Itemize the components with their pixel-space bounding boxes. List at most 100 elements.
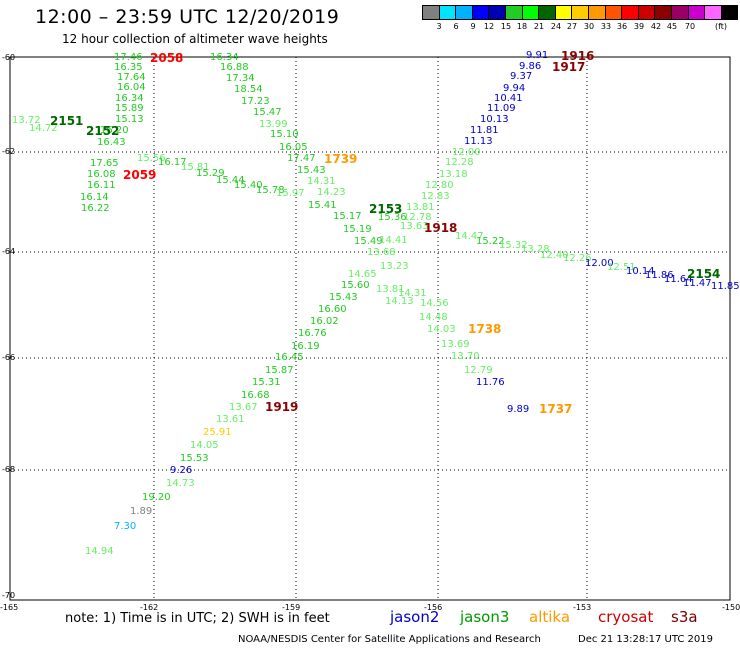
scale-label: 42 [650,22,662,31]
wave-height-value: 14.31 [307,176,336,187]
pass-time-label: 1916 [561,49,595,63]
pass-time-label: 2058 [150,51,184,65]
wave-height-value: 14.05 [190,440,219,451]
wave-height-value: 15.43 [329,292,358,303]
wave-height-value: 13.63 [400,221,429,232]
longitude-label: -150 [722,603,740,612]
wave-height-value: 15.22 [476,236,505,247]
wave-height-value: 15.81 [181,162,210,173]
scale-label: 3 [436,22,442,31]
wave-height-value: 7.30 [114,521,137,532]
scale-swatch [505,5,523,20]
wave-height-value: 1.89 [130,506,153,517]
scale-label: 24 [550,22,562,31]
latitude-label: -60 [2,53,16,62]
wave-height-value: 16.45 [275,352,304,363]
wave-height-value: 15.43 [297,165,326,176]
wave-height-value: 13.72 [12,115,41,126]
wave-height-value: 15.36 [378,212,407,223]
wave-height-value: 16.17 [158,157,187,168]
wave-height-value: 11.85 [711,281,740,292]
wave-height-value: 12.28 [445,157,474,168]
wave-height-value: 13.70 [451,351,480,362]
wave-height-value: 15.47 [253,107,282,118]
wave-height-value: 15.19 [343,224,372,235]
pass-time-label: 2154 [687,267,721,281]
longitude-label: -153 [573,603,592,612]
wave-height-value: 12.40 [540,250,569,261]
wave-height-value: 13.68 [367,247,396,258]
wave-height-value: 15.41 [308,200,337,211]
page-subtitle: 12 hour collection of altimeter wave hei… [62,32,328,46]
wave-height-value: 16.68 [241,390,270,401]
scale-swatch [422,5,440,20]
pass-time-label: 2151 [50,114,84,128]
footer-timestamp: Dec 21 13:28:17 UTC 2019 [578,634,713,645]
pass-time-label: 1737 [539,402,573,416]
wave-height-value: 15.97 [276,188,305,199]
wave-height-value: 13.23 [380,261,409,272]
wave-height-value: 15.31 [252,377,281,388]
wave-height-value: 15.49 [354,236,383,247]
wave-height-value: 12.83 [421,191,450,202]
scale-swatch [621,5,639,20]
wave-height-value: 11.13 [464,136,493,147]
wave-height-value: 16.34 [115,93,144,104]
longitude-label: -159 [282,603,301,612]
scale-label: 12 [483,22,495,31]
wave-height-value: 16.88 [220,62,249,73]
scale-swatch [637,5,656,20]
longitude-label: -165 [0,603,19,612]
scale-swatch [471,5,490,20]
wave-height-value: 9.37 [510,71,533,82]
scale-label: 36 [616,22,628,31]
footer-credit: NOAA/NESDIS Center for Satellite Applica… [238,634,541,645]
scale-label: 21 [533,22,545,31]
wave-height-value: 16.22 [81,203,110,214]
wave-height-value: 16.76 [298,328,327,339]
scale-swatch [438,5,457,20]
wave-height-value: 14.73 [166,478,195,489]
wave-height-value: 25.91 [203,427,232,438]
wave-height-value: 12.51 [607,262,636,273]
wave-height-value: 11.09 [487,103,516,114]
wave-height-value: 15.10 [270,129,299,140]
legend-jason2: jason2 [390,608,440,626]
wave-height-value: 15.60 [341,280,370,291]
wave-height-value: 17.47 [287,153,316,164]
wave-height-value: 17.64 [117,72,146,83]
latitude-label: -64 [2,247,16,256]
wave-height-value: 14.03 [427,324,456,335]
map-frame [9,56,731,601]
scale-swatch [671,5,689,20]
wave-height-value: 15.78 [256,185,285,196]
wave-height-value: 12.80 [425,180,454,191]
wave-height-value: 11.81 [470,125,499,136]
wave-height-value: 10.41 [494,93,523,104]
legend-altika: altika [529,608,571,626]
scale-label: 27 [566,22,578,31]
wave-height-value: 11.64 [664,274,693,285]
wave-height-value: 13.81 [376,284,405,295]
scale-label: 33 [600,22,612,31]
wave-height-value: 13.81 [406,202,435,213]
scale-label: 70 [684,22,696,31]
wave-height-value: 15.87 [265,365,294,376]
footer-note: note: 1) Time is in UTC; 2) SWH is in fe… [65,611,330,626]
pass-time-label: 1739 [324,152,358,166]
pass-time-label: 2059 [123,168,157,182]
scale-swatch [538,5,556,20]
wave-height-value: 12.78 [403,212,432,223]
wave-height-value: 17.46 [114,52,143,63]
wave-height-value: 18.54 [234,84,263,95]
wave-height-value: 16.20 [100,125,129,136]
wave-height-value: 13.67 [229,402,258,413]
wave-height-value: 16.04 [117,82,146,93]
scale-swatch [521,5,540,20]
wave-height-value: 13.18 [439,169,468,180]
wave-height-value: 16.34 [210,52,239,63]
scale-swatch [604,5,623,20]
legend-cryosat: cryosat [598,608,654,626]
scale-swatch [554,5,573,20]
